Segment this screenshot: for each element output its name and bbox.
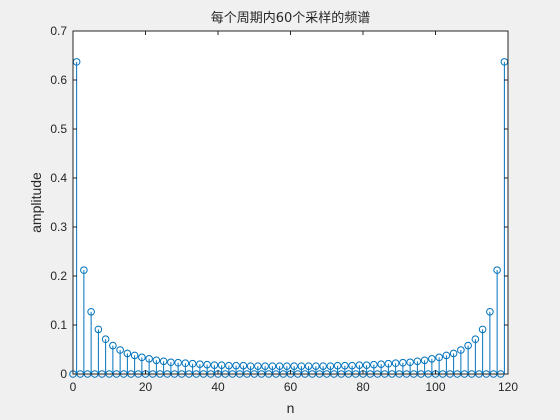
stem-marker (254, 362, 262, 370)
stem-marker (239, 361, 248, 370)
stem-marker (420, 356, 429, 365)
stem-marker (406, 358, 414, 367)
stem-marker (210, 361, 219, 369)
x-tick-label: 20 (139, 380, 153, 394)
stem-marker (203, 360, 211, 369)
stem-marker (304, 362, 313, 370)
stem-marker (333, 361, 342, 370)
stem-marker (225, 361, 233, 370)
stem-marker (493, 266, 501, 274)
stem-marker (464, 341, 472, 350)
y-axis: 0 0.1 0.2 0.3 0.4 0.5 0.6 0.7 (50, 24, 508, 381)
stem-series (69, 58, 509, 378)
x-tick-label: 80 (356, 380, 370, 394)
stem-marker (196, 360, 204, 369)
stem-marker (435, 353, 443, 362)
x-tick-label: 60 (284, 380, 298, 394)
stem-marker (428, 355, 436, 363)
y-tick-label: 0.4 (50, 171, 67, 185)
stem-marker (377, 360, 385, 369)
stem-marker (109, 341, 117, 350)
plot-area (73, 31, 508, 374)
stem-marker (312, 362, 320, 370)
y-tick-label: 0.6 (50, 73, 67, 87)
stem-marker (370, 360, 378, 369)
stem-marker (413, 357, 422, 366)
stem-marker (391, 359, 400, 368)
y-tick-label: 0.3 (50, 220, 67, 234)
stem-marker (399, 358, 407, 367)
stem-marker (87, 307, 95, 316)
y-tick-label: 0.5 (50, 122, 67, 136)
x-tick-label: 100 (425, 380, 445, 394)
x-tick-label: 0 (70, 380, 77, 394)
stem-marker (152, 356, 161, 365)
stem-marker (181, 359, 190, 368)
stem-marker (268, 362, 277, 370)
y-tick-label: 0.1 (50, 318, 67, 332)
stem-marker (319, 362, 327, 370)
x-tick-label: 120 (498, 380, 518, 394)
stem-marker (232, 361, 240, 370)
stem-marker (246, 362, 255, 370)
y-tick-label: 0 (60, 367, 67, 381)
x-axis: 0 20 40 60 80 100 120 (70, 31, 518, 394)
stem-marker (290, 362, 298, 370)
stem-marker (326, 362, 335, 370)
stem-marker (275, 362, 284, 370)
x-tick-label: 40 (211, 380, 225, 394)
stem-marker (116, 346, 124, 354)
stem-marker (80, 266, 88, 274)
stem-marker (442, 351, 451, 360)
stem-marker (188, 359, 197, 368)
stem-marker (101, 335, 110, 344)
stem-marker (217, 361, 226, 369)
x-axis-label: n (287, 400, 295, 416)
stem-marker (471, 335, 480, 344)
chart-title: 每个周期内60个采样的频谱 (211, 10, 371, 26)
stem-marker (145, 355, 153, 363)
stem-marker (174, 358, 182, 367)
stem-marker (449, 349, 458, 358)
stem-marker (159, 357, 168, 366)
stem-marker (167, 358, 175, 367)
stem-marker (478, 325, 487, 334)
stem-marker (297, 362, 306, 370)
stem-marker (355, 361, 364, 369)
stem-marker (130, 351, 139, 360)
stem-marker (283, 362, 291, 370)
stem-marker (348, 361, 356, 370)
stem-marker (384, 359, 393, 368)
stem-marker (341, 361, 349, 370)
stem-marker (486, 307, 494, 316)
stem-marker (261, 362, 269, 370)
stem-marker (138, 353, 146, 362)
y-tick-label: 0.2 (50, 269, 67, 283)
y-tick-label: 0.7 (50, 24, 67, 38)
y-axis-label: amplitude (28, 172, 44, 233)
stem-marker (94, 325, 103, 334)
stem-marker (362, 361, 371, 369)
stem-marker (123, 349, 132, 358)
stem-marker (457, 346, 465, 354)
